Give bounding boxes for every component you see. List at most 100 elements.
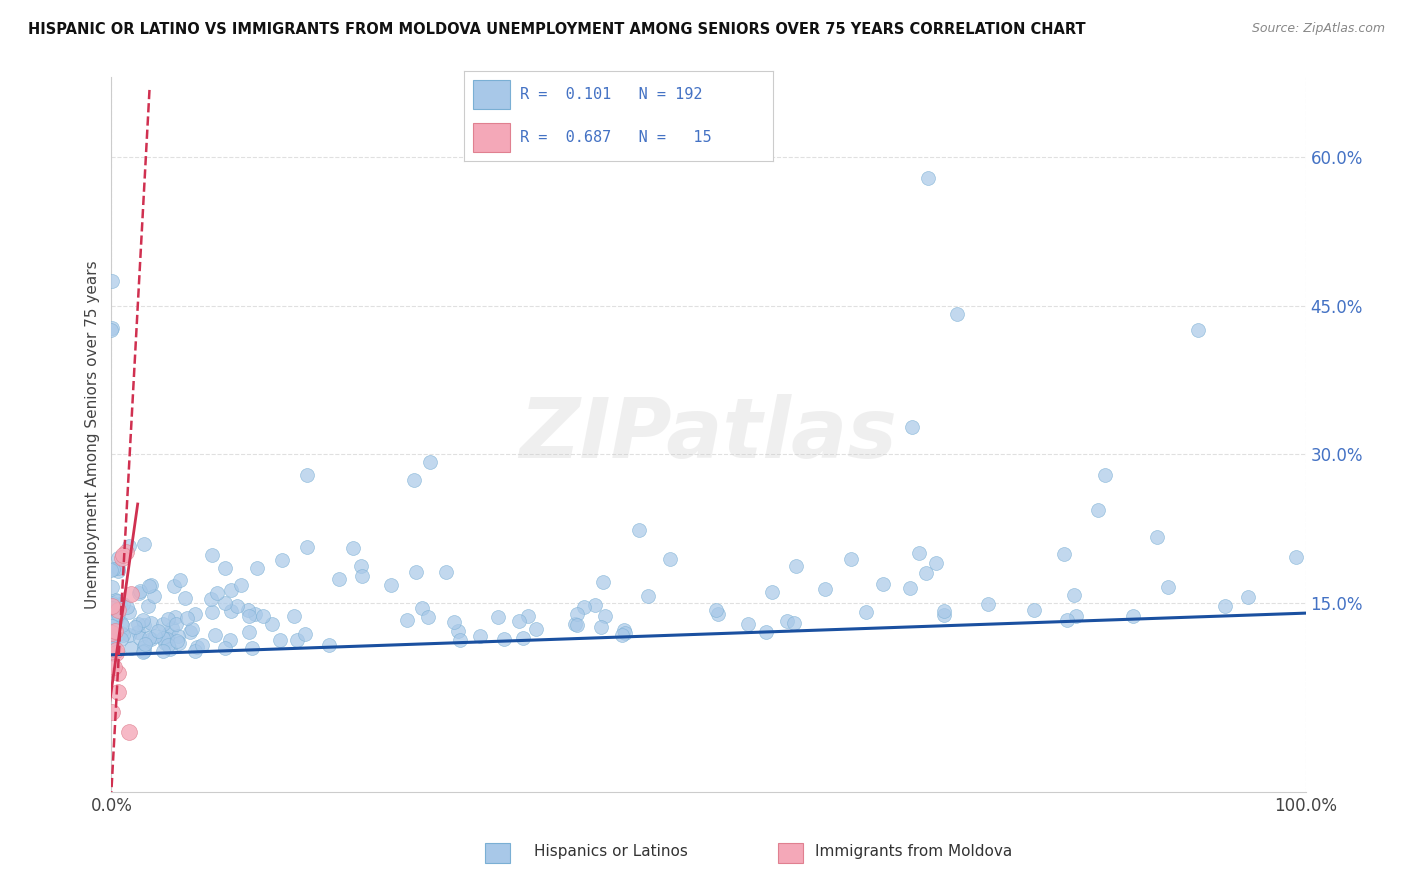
Point [449, 632, 471, 647]
Point [101, 637, 124, 651]
Point [186, 640, 208, 654]
Point [380, 577, 402, 591]
Point [776, 614, 799, 628]
Point [592, 574, 614, 589]
Point [107, 603, 129, 617]
Point [110, 632, 132, 646]
Point [219, 632, 242, 647]
Point [100, 580, 122, 594]
Point [138, 579, 160, 593]
Point [143, 629, 166, 643]
Point [100, 323, 122, 337]
Point [707, 607, 730, 621]
Point [231, 578, 253, 592]
Point [107, 685, 129, 699]
Point [100, 615, 122, 630]
Point [132, 645, 155, 659]
Text: R =  0.687   N =   15: R = 0.687 N = 15 [520, 130, 711, 145]
Point [134, 637, 156, 651]
Point [134, 644, 156, 658]
Point [100, 631, 122, 645]
Point [124, 620, 146, 634]
Point [976, 598, 998, 612]
Point [100, 706, 122, 720]
Point [1056, 613, 1078, 627]
Point [138, 632, 160, 646]
Point [118, 725, 141, 739]
Point [107, 550, 129, 565]
Point [524, 623, 547, 637]
Point [872, 576, 894, 591]
Point [152, 616, 174, 631]
Point [240, 640, 263, 655]
Point [1094, 468, 1116, 483]
Point [755, 624, 778, 639]
Point [583, 599, 606, 613]
Point [564, 617, 586, 632]
Point [104, 646, 127, 660]
Point [103, 641, 125, 656]
Text: Hispanics or Latinos: Hispanics or Latinos [534, 845, 688, 859]
Point [434, 565, 457, 579]
Point [111, 628, 134, 642]
Point [110, 616, 132, 631]
Point [246, 561, 269, 575]
Point [111, 548, 134, 562]
Point [205, 586, 228, 600]
Point [120, 587, 142, 601]
Point [110, 626, 132, 640]
Point [107, 561, 129, 575]
Point [270, 553, 292, 567]
Point [898, 581, 921, 595]
Point [146, 624, 169, 638]
Point [1213, 599, 1236, 613]
Point [184, 607, 207, 621]
Point [614, 626, 637, 640]
Point [107, 665, 129, 680]
Point [100, 634, 122, 648]
Point [294, 627, 316, 641]
Point [111, 551, 134, 566]
Point [297, 467, 319, 482]
Point [100, 599, 122, 614]
Point [139, 578, 162, 592]
Point [134, 537, 156, 551]
Point [1064, 608, 1087, 623]
Point [567, 607, 589, 622]
Point [105, 593, 128, 607]
Point [191, 638, 214, 652]
Point [180, 623, 202, 637]
Point [163, 579, 186, 593]
FancyBboxPatch shape [474, 123, 510, 152]
Point [512, 631, 534, 645]
Point [915, 566, 938, 581]
Point [1087, 502, 1109, 516]
Point [136, 599, 159, 613]
Point [1063, 588, 1085, 602]
Point [262, 616, 284, 631]
Point [101, 605, 124, 619]
Point [101, 626, 124, 640]
Point [111, 618, 134, 632]
Point [103, 660, 125, 674]
Point [917, 170, 939, 185]
Point [118, 628, 141, 642]
Point [103, 641, 125, 656]
Point [855, 605, 877, 619]
Point [201, 549, 224, 563]
Point [179, 625, 201, 640]
Point [342, 541, 364, 555]
Point [176, 611, 198, 625]
Point [100, 601, 122, 615]
Point [129, 631, 152, 645]
Point [238, 624, 260, 639]
Point [156, 612, 179, 626]
Point [785, 558, 807, 573]
Point [114, 545, 136, 559]
Point [508, 614, 530, 628]
Point [814, 582, 837, 597]
Point [128, 586, 150, 600]
Point [101, 619, 124, 633]
Point [117, 600, 139, 615]
Point [107, 564, 129, 578]
